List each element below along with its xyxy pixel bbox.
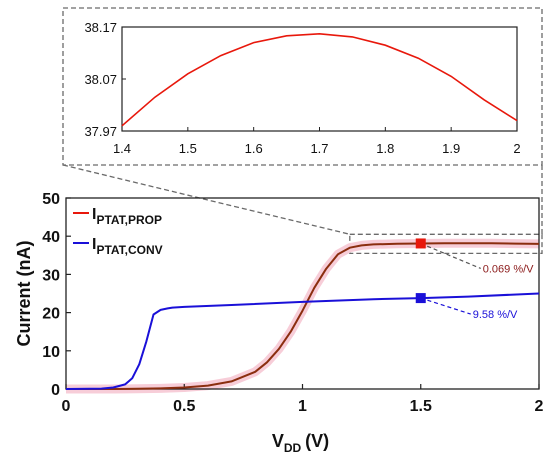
- legend-entry: IPTAT,PROP: [92, 206, 162, 227]
- y-tick-label: 20: [42, 306, 60, 323]
- y-tick-label: 40: [42, 229, 60, 246]
- inset-y-tick-label: 37.97: [84, 124, 117, 139]
- x-axis-title-unit: (V): [305, 431, 329, 451]
- zoom-connector-left: [62, 164, 350, 235]
- inset-plot-area: [121, 26, 518, 132]
- series-line-ptat-conv: [65, 292, 540, 390]
- inset-y-tick-label: 38.07: [84, 72, 117, 87]
- zoom-region-box: [349, 233, 543, 255]
- inset-x-tick-label: 2: [513, 141, 520, 156]
- inset-x-tick-label: 1.5: [179, 141, 197, 156]
- main-annotations: 0.069 %/V 9.58 %/V: [415, 238, 534, 321]
- x-tick-label: 0: [62, 398, 71, 415]
- legend-entry-main: I: [92, 206, 96, 223]
- x-tick-label: 1: [298, 398, 307, 415]
- x-axis-title: VDD (V): [272, 431, 329, 455]
- series-line-ptat-prop: [66, 242, 540, 390]
- inset-ticks: 1.4 1.5 1.6 1.7 1.8 1.9 2 38.17 38.07 37.97: [84, 20, 520, 156]
- inset-x-tick-label: 1.8: [376, 141, 394, 156]
- inset-series: [121, 32, 518, 127]
- inset-y-tick-label: 38.17: [84, 20, 117, 35]
- annotation-label: 0.069 %/V: [483, 263, 534, 275]
- annotation-marker: [415, 293, 426, 304]
- annotation-leader: [420, 242, 481, 270]
- inset-x-tick-label: 1.9: [442, 141, 460, 156]
- legend-entry-main: I: [92, 236, 96, 253]
- annotation-label: 9.58 %/V: [473, 309, 518, 321]
- y-axis-title: Current (nA): [14, 241, 34, 347]
- legend-entry-sub: PTAT,PROP: [96, 213, 162, 227]
- inset-x-tick-label: 1.6: [245, 141, 263, 156]
- y-tick-label: 30: [42, 267, 60, 284]
- zoom-frame: [62, 7, 543, 166]
- x-tick-label: 2: [535, 398, 544, 415]
- inset-x-tick-label: 1.7: [310, 141, 328, 156]
- inset-x-tick-label: 1.4: [113, 141, 131, 156]
- x-tick-label: 0.5: [173, 398, 195, 415]
- main-series: [65, 242, 540, 390]
- inset-series-line: [121, 32, 518, 127]
- annotation-marker: [415, 238, 426, 249]
- y-tick-label: 10: [42, 344, 60, 361]
- x-axis-title-main: V: [272, 431, 284, 451]
- x-axis-title-sub: DD: [284, 441, 302, 455]
- x-tick-label: 1.5: [410, 398, 432, 415]
- legend-entry: IPTAT,CONV: [92, 236, 163, 257]
- inset-chart: 1.4 1.5 1.6 1.7 1.8 1.9 2 38.17 38.07 37.97: [84, 20, 520, 156]
- legend-entry-sub: PTAT,CONV: [96, 243, 162, 257]
- annotation-leader: [420, 297, 471, 315]
- y-tick-label: 50: [42, 191, 60, 208]
- y-tick-label: 0: [51, 382, 60, 399]
